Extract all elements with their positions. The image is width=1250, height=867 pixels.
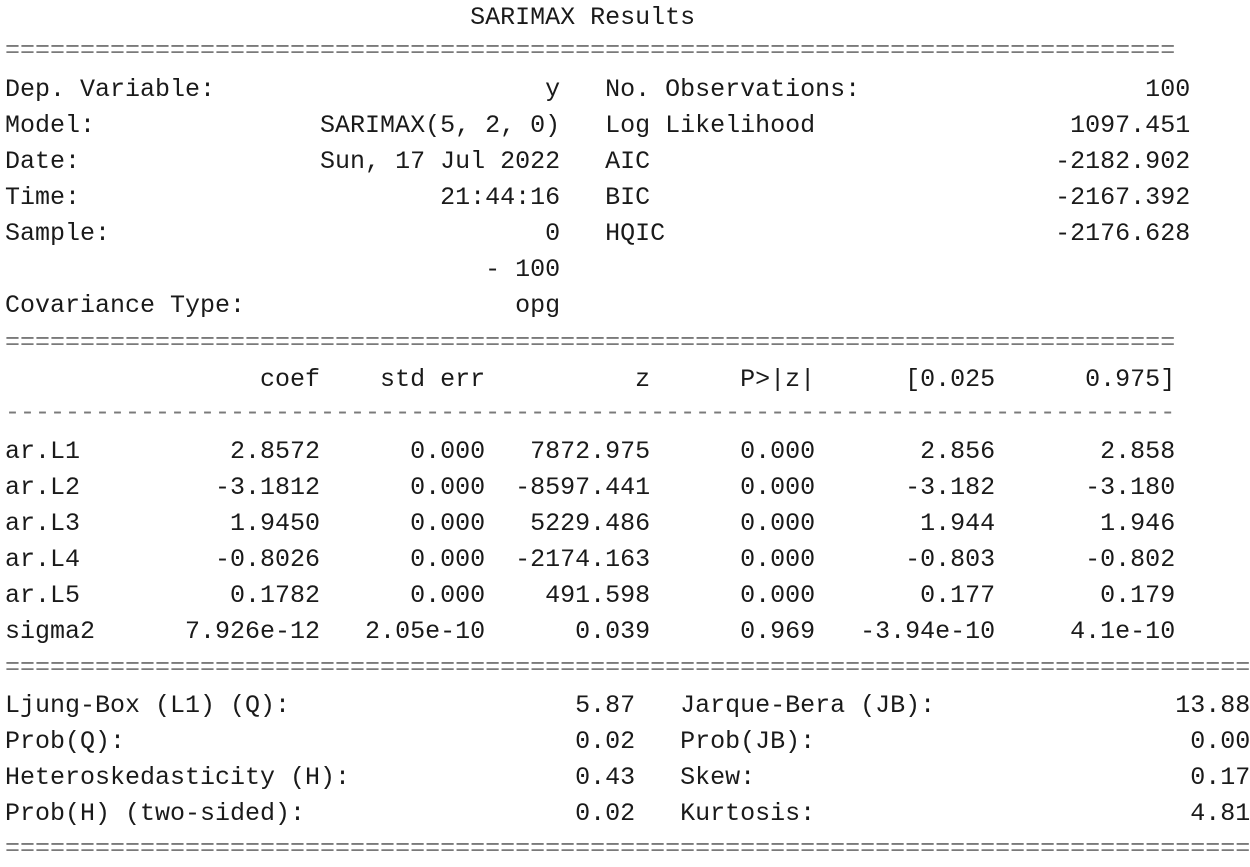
summary-row: - 100 — [5, 255, 606, 284]
coef-row-sigma2: sigma2 7.926e-12 2.05e-10 0.039 0.969 -3… — [5, 617, 1176, 646]
coef-row-ar-l3: ar.L3 1.9450 0.000 5229.486 0.000 1.944 … — [5, 509, 1176, 538]
separator-top: ========================================… — [5, 36, 1176, 65]
diagnostic-row: Prob(Q): 0.02 Prob(JB): 0.00 — [5, 727, 1250, 756]
summary-row: Covariance Type: opg — [5, 291, 606, 320]
summary-row: Date: Sun, 17 Jul 2022 AIC -2182.902 — [5, 147, 1191, 176]
diagnostic-row: Heteroskedasticity (H): 0.43 Skew: 0.17 — [5, 763, 1250, 792]
coef-row-ar-l4: ar.L4 -0.8026 0.000 -2174.163 0.000 -0.8… — [5, 545, 1176, 574]
separator-coef-end: ========================================… — [5, 653, 1250, 682]
coef-row-ar-l5: ar.L5 0.1782 0.000 491.598 0.000 0.177 0… — [5, 581, 1176, 610]
summary-row: Time: 21:44:16 BIC -2167.392 — [5, 183, 1191, 212]
diagnostic-row: Prob(H) (two-sided): 0.02 Kurtosis: 4.81 — [5, 799, 1250, 828]
coef-row-ar-l2: ar.L2 -3.1812 0.000 -8597.441 0.000 -3.1… — [5, 473, 1176, 502]
separator-coef-header: ----------------------------------------… — [5, 398, 1176, 427]
summary-row: Sample: 0 HQIC -2176.628 — [5, 219, 1191, 248]
diagnostic-row: Ljung-Box (L1) (Q): 5.87 Jarque-Bera (JB… — [5, 691, 1250, 720]
separator-bottom: ========================================… — [5, 834, 1250, 863]
separator-summary-end: ========================================… — [5, 328, 1176, 357]
summary-row: Model: SARIMAX(5, 2, 0) Log Likelihood 1… — [5, 111, 1191, 140]
summary-row: Dep. Variable: y No. Observations: 100 — [5, 75, 1191, 104]
coef-table-header: coef std err z P>|z| [0.025 0.975] — [5, 365, 1176, 394]
report-title: SARIMAX Results — [5, 3, 1176, 32]
coef-row-ar-l1: ar.L1 2.8572 0.000 7872.975 0.000 2.856 … — [5, 437, 1176, 466]
